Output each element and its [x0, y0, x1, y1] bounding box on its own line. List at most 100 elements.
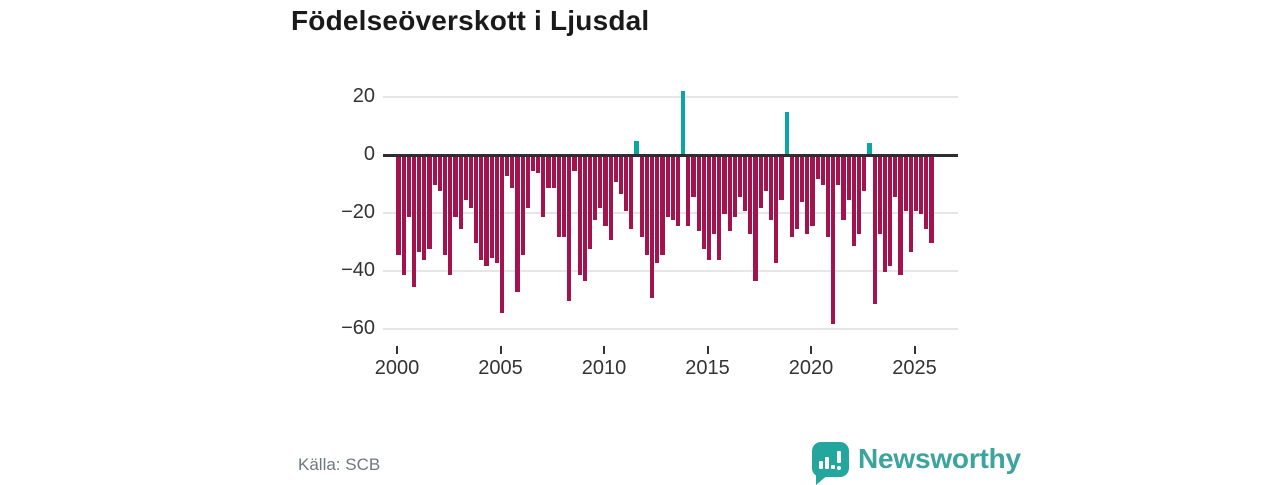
x-axis-tick-mark: [499, 346, 502, 354]
bar-negative: [639, 156, 644, 238]
bar-negative: [753, 156, 758, 281]
bar-negative: [701, 156, 706, 249]
bar-negative: [805, 156, 810, 235]
bar-positive: [867, 143, 872, 155]
bar-negative: [463, 156, 468, 200]
speech-bubble-bar-chart-icon: [812, 442, 849, 477]
zero-axis-line: [383, 153, 958, 157]
x-axis-tick-label: 2025: [892, 357, 937, 379]
bar-negative: [820, 156, 825, 185]
brand-wordmark: Newsworthy: [858, 443, 1021, 474]
bar-negative: [862, 156, 867, 191]
bar-negative: [872, 156, 877, 304]
bar-negative: [882, 156, 888, 272]
bar-negative: [603, 156, 608, 226]
bar-negative: [836, 156, 841, 185]
bar-negative: [567, 156, 572, 301]
bar-negative: [841, 156, 846, 220]
bar-negative: [794, 156, 800, 229]
bar-negative: [417, 156, 422, 252]
bar-negative: [644, 156, 649, 255]
bar-negative: [448, 156, 453, 275]
bar-negative: [727, 156, 732, 232]
bar-negative: [624, 156, 629, 212]
bar-negative: [732, 156, 737, 217]
bar-negative: [800, 156, 805, 203]
bar-negative: [779, 156, 784, 200]
bar-negative: [618, 156, 624, 194]
bar-negative: [520, 156, 525, 255]
x-axis-tick-label: 2005: [478, 357, 523, 379]
bar-negative: [898, 156, 903, 275]
x-axis-tick-mark: [706, 346, 709, 354]
bar-negative: [717, 156, 722, 261]
y-axis-tick-label: 0: [363, 143, 375, 165]
bar-negative: [670, 156, 675, 220]
bar-negative: [924, 156, 929, 229]
bar-negative: [525, 156, 530, 209]
bar-negative: [401, 156, 406, 275]
bar-negative: [556, 156, 561, 238]
bar-negative: [541, 156, 546, 217]
bar-negative: [877, 156, 882, 235]
bar-negative: [505, 156, 510, 177]
bar-negative: [629, 156, 634, 229]
bar-negative: [851, 156, 856, 246]
bar-negative: [665, 156, 670, 217]
bar-negative: [929, 156, 934, 243]
bar-negative: [908, 156, 913, 252]
bar-negative: [577, 156, 582, 275]
bar-negative: [675, 156, 681, 226]
bar-negative: [468, 156, 474, 209]
bar-negative: [551, 156, 556, 188]
gridline: [383, 270, 958, 272]
bar-negative: [825, 156, 831, 238]
bar-negative: [427, 156, 432, 249]
bar-negative: [510, 156, 515, 188]
bar-negative: [546, 156, 551, 188]
gridline: [383, 328, 958, 330]
bar-negative: [458, 156, 463, 229]
gridline: [383, 212, 958, 214]
bar-negative: [489, 156, 494, 258]
bar-negative: [831, 156, 836, 325]
bar-negative: [748, 156, 753, 235]
bar-negative: [582, 156, 587, 281]
x-axis-tick-mark: [396, 346, 398, 354]
x-axis-tick-mark: [810, 346, 812, 354]
bar-negative: [893, 156, 898, 197]
bar-negative: [530, 156, 536, 171]
bar-negative: [479, 156, 484, 261]
bar-negative: [406, 156, 411, 217]
bar-negative: [494, 156, 499, 264]
bar-negative: [722, 156, 727, 214]
bar-negative: [769, 156, 774, 220]
bar-negative: [515, 156, 520, 293]
bar-negative: [593, 156, 598, 220]
bar-negative: [411, 156, 417, 287]
bar-negative: [613, 156, 618, 183]
bar-negative: [432, 156, 437, 185]
bar-negative: [789, 156, 794, 238]
bar-negative: [758, 156, 763, 209]
bar-negative: [846, 156, 851, 200]
bar-negative: [888, 156, 893, 267]
x-axis-tick-label: 2020: [788, 357, 834, 379]
bar-negative: [649, 156, 655, 299]
bar-negative: [815, 156, 820, 180]
bar-negative: [743, 156, 748, 212]
bar-negative: [810, 156, 815, 226]
bar-negative: [598, 156, 603, 209]
bar-negative: [903, 156, 908, 212]
bar-negative: [442, 156, 448, 255]
bar-negative: [686, 156, 691, 226]
x-axis-tick-label: 2010: [581, 357, 627, 379]
bar-negative: [691, 156, 696, 197]
gridline: [383, 96, 958, 98]
bar-negative: [572, 156, 577, 171]
bar-negative: [774, 156, 779, 264]
bar-negative: [919, 156, 924, 214]
bar-negative: [913, 156, 919, 212]
bar-negative: [660, 156, 665, 255]
